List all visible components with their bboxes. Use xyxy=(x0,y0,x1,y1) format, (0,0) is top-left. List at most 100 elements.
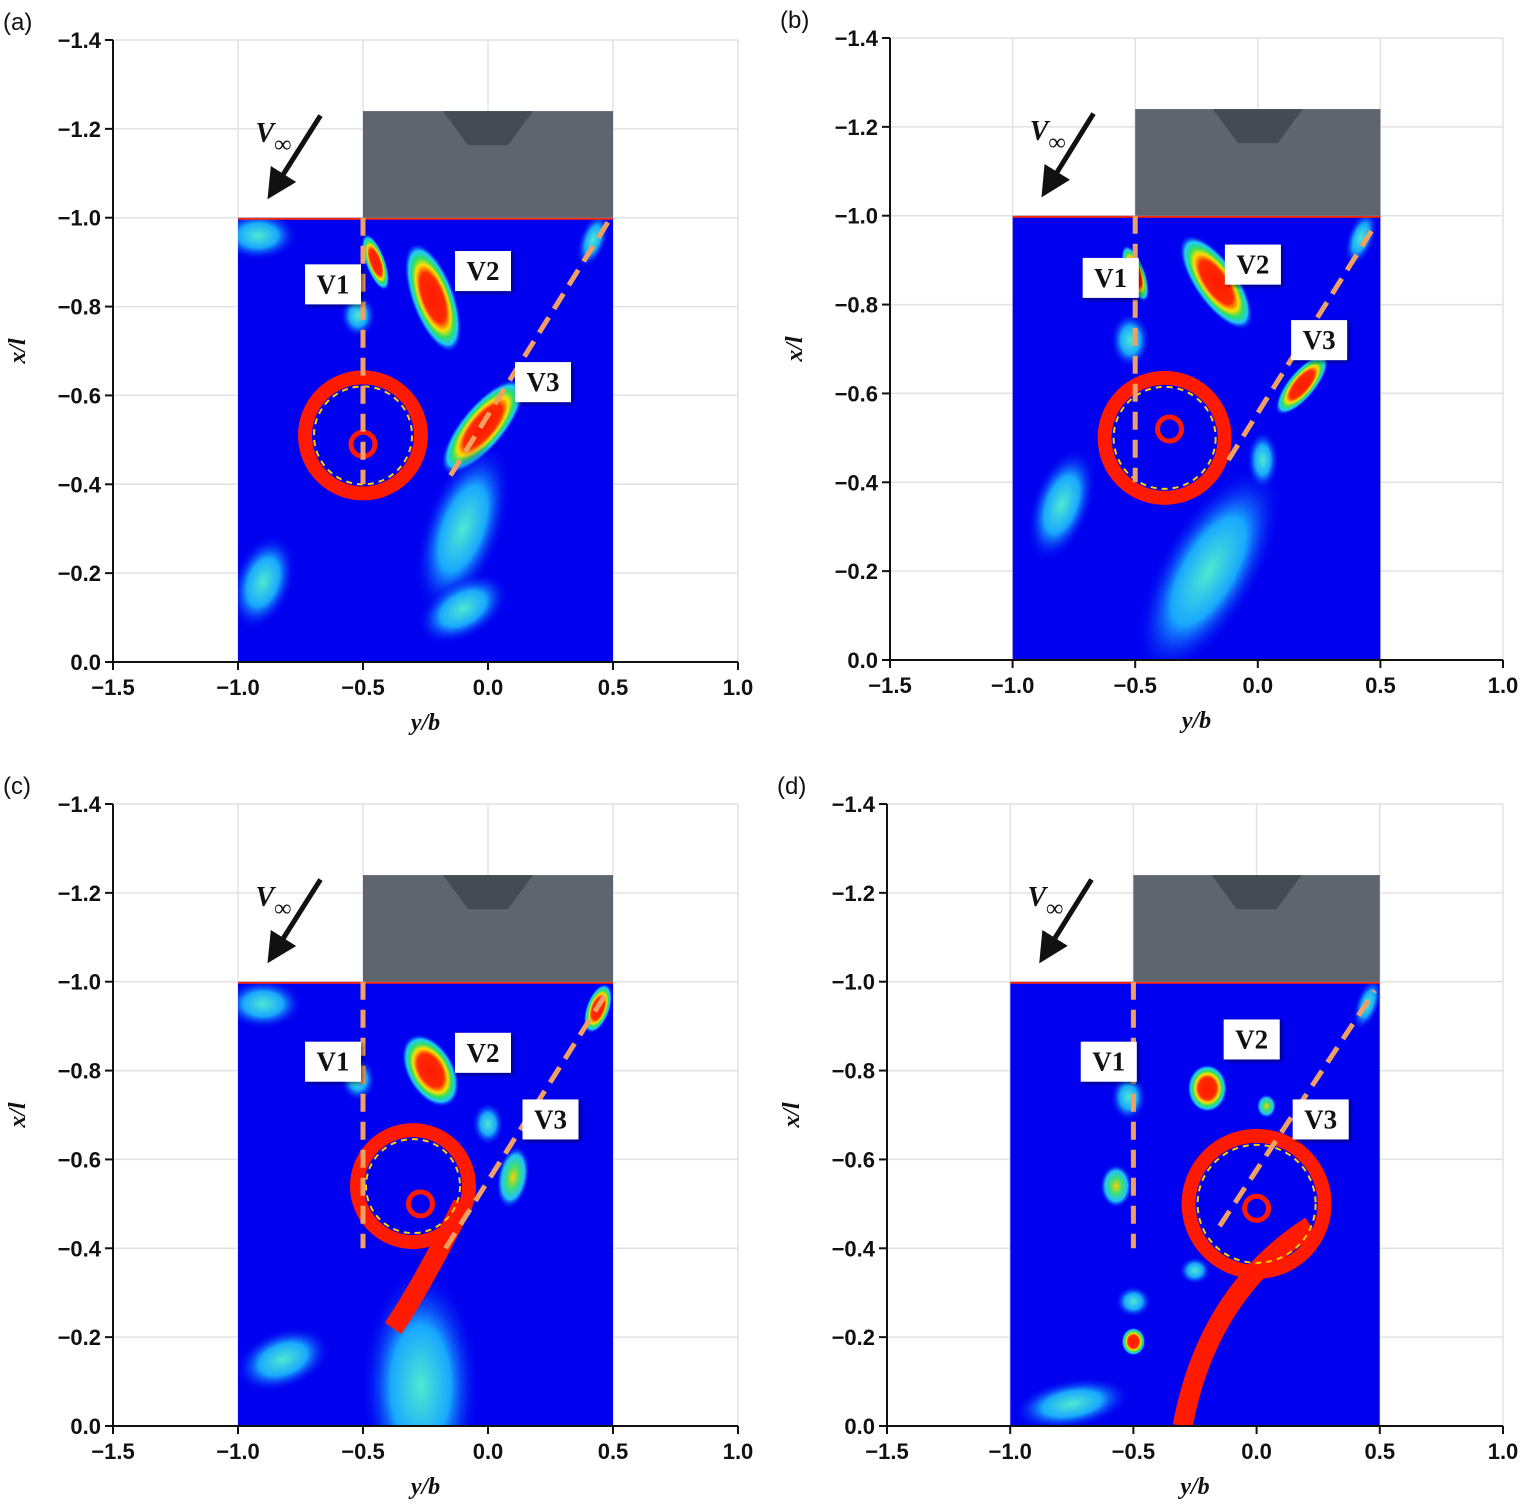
y-tick-label: −0.4 xyxy=(58,472,102,497)
panel: V1 V2 V3 V∞ −1.5 −1.0 −0.5 0.0 0.5 1.0 0.0 −0.2 −0.4… xyxy=(3,773,753,1500)
contour-blob xyxy=(1187,1064,1228,1113)
contour-blob xyxy=(238,533,296,631)
x-tick-label: 0.5 xyxy=(1365,673,1396,698)
contour-blob xyxy=(401,1033,460,1108)
freestream-subscript: ∞ xyxy=(274,132,291,158)
panel: V1 V2 V3 V∞ −1.5 −1.0 −0.5 0.0 0.5 1.0 0.0 −0.2 −0.4… xyxy=(777,773,1518,1500)
freestream-subscript: ∞ xyxy=(1046,896,1063,922)
annotation-box xyxy=(1080,1041,1137,1082)
freestream-label: V∞ xyxy=(1030,116,1066,156)
x-tick-label: −1.5 xyxy=(868,673,911,698)
y-tick-label: −0.4 xyxy=(832,1236,876,1261)
y-axis-label: x/l xyxy=(5,1102,31,1129)
y-tick-label: −0.2 xyxy=(58,561,101,586)
panel-label: (a) xyxy=(3,9,32,36)
x-tick-label: −0.5 xyxy=(1112,1439,1155,1464)
y-tick-label: −0.4 xyxy=(58,1236,102,1261)
contour-blob xyxy=(1344,215,1378,267)
contour-blob xyxy=(414,443,512,615)
x-tick-label: −1.5 xyxy=(91,675,134,700)
contour-blob xyxy=(1026,447,1097,562)
panel: V1 V2 V3 V∞ −1.5 −1.0 −0.5 0.0 0.5 1.0 0.0 −0.2 −0.4… xyxy=(780,7,1518,734)
annotation-box xyxy=(1082,257,1139,298)
annotation-box xyxy=(515,362,571,403)
contour-blob xyxy=(1256,1094,1277,1119)
y-tick-label: −0.8 xyxy=(58,1059,101,1084)
contour-blob xyxy=(576,217,610,269)
vortex-ring-edge xyxy=(313,385,413,486)
y-tick-label: −1.4 xyxy=(58,28,102,53)
x-tick-label: −1.5 xyxy=(865,1439,908,1464)
vortex-core xyxy=(1242,1193,1272,1223)
contour-blob xyxy=(1246,430,1279,491)
contour-blob xyxy=(1121,1327,1146,1356)
vortex-ring-edge xyxy=(1196,1143,1317,1264)
annotation: V3 xyxy=(527,367,560,397)
x-tick-label: 0.5 xyxy=(598,675,629,700)
y-tick-label: −0.6 xyxy=(58,383,101,408)
x-axis-label: y/b xyxy=(408,1474,440,1500)
contour-blob xyxy=(1100,1164,1133,1209)
y-tick-label: −1.0 xyxy=(835,204,878,229)
flow-field xyxy=(238,981,613,1426)
x-tick-label: −0.5 xyxy=(341,675,384,700)
y-tick-label: 0.0 xyxy=(70,1414,101,1439)
freestream-symbol: V xyxy=(256,882,277,913)
x-tick-label: 0.5 xyxy=(598,1439,629,1464)
contour-blob xyxy=(496,1145,530,1209)
wing-detail xyxy=(443,875,533,910)
freestream-symbol: V xyxy=(1030,116,1051,147)
contour-blob xyxy=(238,217,298,261)
x-tick-label: −0.5 xyxy=(341,1439,384,1464)
annotation: V3 xyxy=(534,1104,567,1134)
annotation: V1 xyxy=(1092,1047,1125,1077)
freestream-symbol: V xyxy=(1027,882,1048,913)
x-tick-label: −1.5 xyxy=(91,1439,134,1464)
y-tick-label: −0.8 xyxy=(58,295,101,320)
y-tick-label: −0.8 xyxy=(832,1059,875,1084)
y-axis-label: x/l xyxy=(779,1102,805,1129)
y-tick-label: −0.2 xyxy=(832,1325,875,1350)
annotation-box xyxy=(1291,320,1348,361)
panel-label: (b) xyxy=(780,7,809,34)
contour-blob xyxy=(1275,354,1329,416)
x-tick-label: 0.5 xyxy=(1365,1439,1396,1464)
contour-blob xyxy=(1012,1377,1132,1426)
x-axis-label: y/b xyxy=(1177,1474,1209,1500)
contour-blob xyxy=(417,572,509,645)
shear-layer xyxy=(1172,1217,1317,1426)
x-tick-label: 0.0 xyxy=(1241,1439,1272,1464)
x-axis-label: y/b xyxy=(1179,708,1211,734)
y-tick-label: −0.4 xyxy=(835,470,879,495)
vortex-core xyxy=(1155,414,1185,444)
y-tick-label: 0.0 xyxy=(844,1414,875,1439)
y-tick-label: −1.0 xyxy=(832,970,875,995)
wing-detail xyxy=(1212,109,1303,144)
freestream-label: V∞ xyxy=(1027,882,1063,922)
freestream-subscript: ∞ xyxy=(1048,130,1065,156)
y-axis-label: x/l xyxy=(5,338,31,365)
y-tick-label: −0.6 xyxy=(58,1147,101,1172)
annotation: V2 xyxy=(467,1038,500,1068)
freestream-label: V∞ xyxy=(256,882,292,922)
annotation: V2 xyxy=(467,256,500,286)
y-tick-label: −0.2 xyxy=(58,1325,101,1350)
contour-blob xyxy=(1110,312,1151,369)
contour-blob xyxy=(238,981,303,1029)
vortex-core xyxy=(406,1189,435,1219)
y-tick-label: −1.2 xyxy=(58,881,101,906)
annotation-box xyxy=(522,1099,579,1140)
y-tick-label: −1.2 xyxy=(835,115,878,140)
y-tick-label: −0.6 xyxy=(832,1147,875,1172)
vortex-ring xyxy=(298,370,428,501)
contour-blob xyxy=(1179,234,1253,330)
flow-field xyxy=(1010,981,1380,1426)
y-tick-label: −1.0 xyxy=(58,206,101,231)
panel-label: (c) xyxy=(3,773,31,800)
vortex-ring xyxy=(1181,1128,1332,1279)
contour-blob xyxy=(340,293,376,338)
annotation-box xyxy=(305,264,361,305)
vortex-ring-edge xyxy=(1112,385,1217,490)
x-tick-label: −1.0 xyxy=(991,673,1034,698)
